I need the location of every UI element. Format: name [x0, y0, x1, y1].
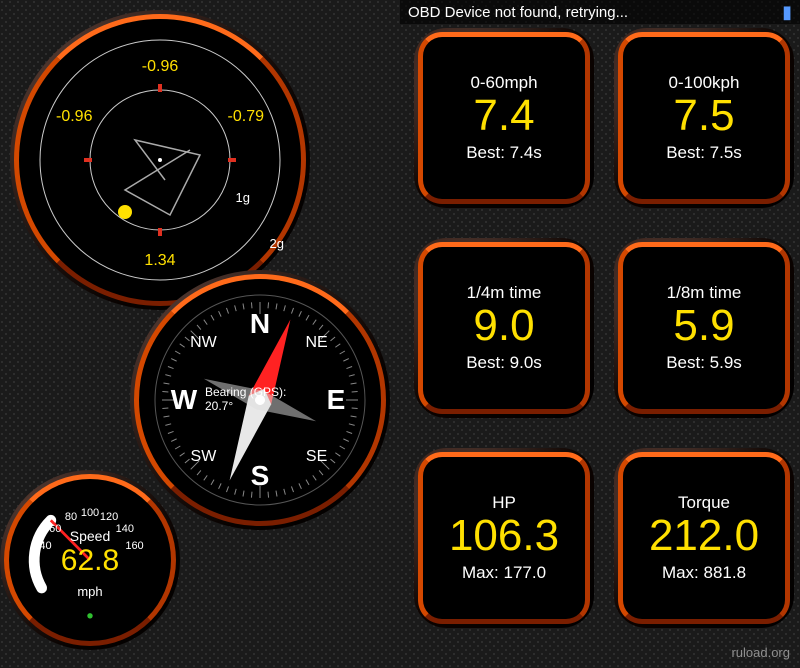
compass-dir-w: W: [171, 384, 197, 416]
tile-quarter-mile[interactable]: 1/4m time 9.0 Best: 9.0s: [414, 238, 594, 418]
compass-dir-ne: NE: [305, 334, 327, 352]
speedo-label: Speed: [61, 528, 119, 544]
speedo-tick-160: 160: [125, 540, 143, 552]
compass-dir-sw: SW: [191, 448, 217, 466]
tile-value: 212.0: [649, 513, 759, 559]
tile-value: 7.5: [673, 93, 734, 139]
tile-title: 0-60mph: [470, 73, 537, 93]
compass-bearing-text: Bearing (GPS): 20.7°: [205, 385, 315, 413]
tile-torque[interactable]: Torque 212.0 Max: 881.8: [614, 448, 794, 628]
speedo-tick-60: 60: [49, 523, 61, 535]
tile-value: 9.0: [473, 303, 534, 349]
tile-value: 106.3: [449, 513, 559, 559]
tile-value: 5.9: [673, 303, 734, 349]
tile-eighth-mile[interactable]: 1/8m time 5.9 Best: 5.9s: [614, 238, 794, 418]
obd-status-text: OBD Device not found, retrying...: [408, 4, 628, 21]
g-ring-1g: 1g: [236, 190, 250, 205]
tile-hp[interactable]: HP 106.3 Max: 177.0: [414, 448, 594, 628]
tile-title: Torque: [678, 493, 730, 513]
watermark-text: ruload.org: [731, 645, 790, 660]
tile-sub: Best: 9.0s: [466, 353, 542, 373]
tile-title: HP: [492, 493, 516, 513]
device-icon: ▮: [782, 2, 792, 23]
compass-dir-se: SE: [306, 448, 327, 466]
g-label-left: -0.96: [56, 108, 92, 126]
compass-dir-s: S: [251, 460, 270, 492]
tile-sub: Best: 5.9s: [666, 353, 742, 373]
g-ring-2g: 2g: [270, 236, 284, 251]
speedometer-gauge[interactable]: 406080100120140160 Speed 62.8 mph: [0, 470, 180, 650]
tile-sub: Best: 7.5s: [666, 143, 742, 163]
speedo-face: 406080100120140160 Speed 62.8 mph: [18, 488, 162, 632]
g-label-right: -0.79: [228, 108, 264, 126]
compass-dir-e: E: [327, 384, 346, 416]
g-label-bottom: 1.34: [144, 252, 175, 270]
tile-title: 0-100kph: [669, 73, 740, 93]
speedo-tick-40: 40: [39, 540, 51, 552]
tile-0-60mph[interactable]: 0-60mph 7.4 Best: 7.4s: [414, 28, 594, 208]
tile-sub: Max: 881.8: [662, 563, 746, 583]
tile-sub: Max: 177.0: [462, 563, 546, 583]
g-label-top: -0.96: [142, 58, 178, 76]
tile-sub: Best: 7.4s: [466, 143, 542, 163]
speedo-tick-100: 100: [81, 507, 99, 519]
status-bar: OBD Device not found, retrying... ▮: [400, 0, 800, 24]
compass-gauge[interactable]: N NE E SE S SW W NW Bearing (GPS): 20.7°: [130, 270, 390, 530]
speedo-unit: mph: [61, 584, 119, 599]
compass-dir-n: N: [250, 308, 270, 340]
tile-title: 1/4m time: [467, 283, 542, 303]
speedo-value: 62.8: [61, 544, 119, 578]
tile-value: 7.4: [473, 93, 534, 139]
compass-face: N NE E SE S SW W NW Bearing (GPS): 20.7°: [150, 290, 370, 510]
stats-grid: 0-60mph 7.4 Best: 7.4s 0-100kph 7.5 Best…: [414, 28, 794, 638]
compass-dir-nw: NW: [190, 334, 217, 352]
tile-title: 1/8m time: [667, 283, 742, 303]
g-meter-gauge[interactable]: -0.96 -0.96 -0.79 1.34 1g 2g: [10, 10, 310, 310]
tile-0-100kph[interactable]: 0-100kph 7.5 Best: 7.5s: [614, 28, 794, 208]
